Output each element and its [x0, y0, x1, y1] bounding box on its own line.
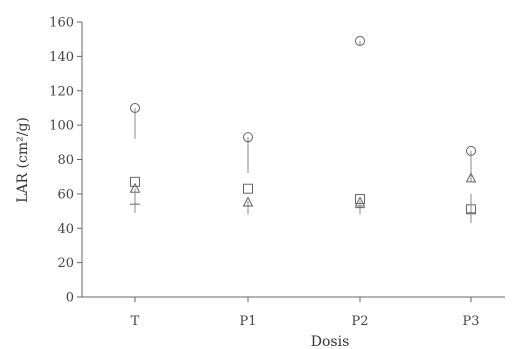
y-tick-label: 80 — [57, 153, 74, 168]
circle-point — [130, 102, 140, 113]
x-ticks: T P1 P2 P3 — [131, 297, 480, 329]
x-tick-label: P1 — [239, 314, 256, 329]
circle-point — [355, 35, 365, 46]
y-tick-label: 160 — [49, 16, 74, 31]
x-tick-label: P2 — [351, 314, 368, 329]
y-axis-label: LAR (cm²/g) — [15, 117, 31, 203]
y-tick-label: 100 — [49, 119, 74, 134]
y-tick-label: 120 — [49, 84, 74, 99]
y-tick-label: 0 — [66, 291, 74, 306]
y-tick-label: 60 — [57, 187, 74, 202]
x-tick-label: T — [131, 314, 140, 329]
square-point — [130, 176, 140, 187]
data-marks — [129, 35, 477, 224]
y-tick-label: 20 — [57, 256, 74, 271]
axes — [81, 22, 505, 298]
x-tick-label: P3 — [462, 314, 479, 329]
x-axis-label: Dosis — [311, 334, 350, 349]
y-tick-label: 140 — [49, 50, 74, 65]
circle-point — [466, 145, 476, 156]
circle-point — [243, 132, 253, 143]
y-ticks: 0 20 40 60 80 100 120 140 160 — [49, 16, 82, 306]
triangle-point — [465, 172, 477, 183]
square-point — [243, 183, 253, 194]
y-tick-label: 40 — [57, 222, 74, 237]
